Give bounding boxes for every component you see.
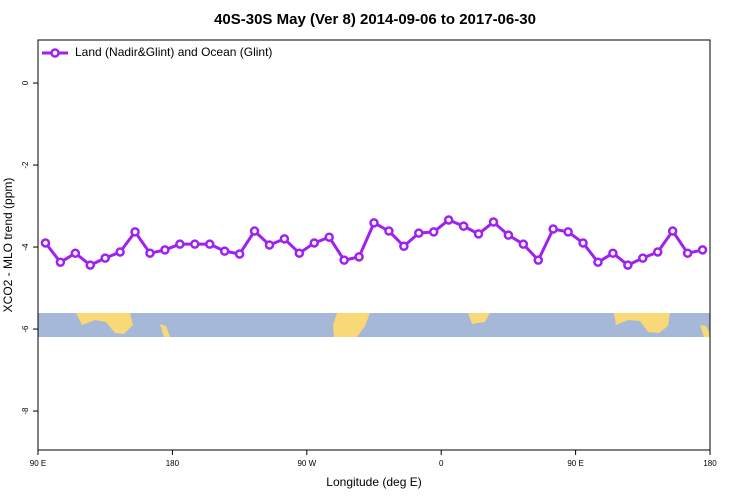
data-point — [414, 228, 424, 238]
y-axis-label: XCO2 - MLO trend (ppm) — [1, 178, 15, 313]
data-point — [324, 232, 334, 242]
y-tick-label: -4 — [21, 243, 30, 251]
y-tick-label: -8 — [21, 407, 30, 415]
x-tick-label: 0 — [439, 459, 444, 468]
land — [700, 325, 710, 337]
data-point — [548, 224, 558, 234]
x-axis-label: Longitude (deg E) — [326, 475, 421, 489]
land — [160, 324, 170, 337]
data-point — [204, 239, 215, 249]
data-point — [667, 226, 678, 236]
data-point — [384, 226, 394, 236]
data-point — [443, 215, 454, 225]
data-point — [399, 241, 409, 251]
x-tick-label: 90 W — [297, 459, 316, 468]
land — [614, 313, 670, 333]
land — [468, 313, 490, 324]
data-point — [458, 221, 469, 231]
data-point — [697, 245, 708, 255]
ocean — [38, 313, 710, 337]
data-point — [70, 248, 81, 258]
x-tick-label: 90 E — [30, 459, 46, 468]
data-point — [533, 255, 544, 265]
data-point — [100, 253, 110, 263]
data-point — [354, 252, 364, 262]
data-point — [638, 253, 648, 263]
y-tick-label: -2 — [21, 161, 30, 169]
data-point — [55, 257, 66, 267]
land — [76, 313, 133, 334]
data-point — [682, 248, 693, 258]
x-tick-label: 90 E — [567, 459, 583, 468]
data-point — [488, 217, 499, 227]
data-point — [219, 246, 230, 256]
data-point — [369, 218, 379, 228]
data-point — [279, 234, 290, 244]
data-point — [85, 260, 96, 270]
data-point — [130, 227, 140, 237]
data-point — [428, 227, 439, 237]
data-point — [190, 239, 200, 249]
legend-label: Land (Nadir&Glint) and Ocean (Glint) — [75, 45, 272, 59]
data-point — [40, 238, 51, 248]
x-tick-label: 180 — [166, 459, 180, 468]
data-point — [608, 248, 618, 258]
data-point — [623, 260, 633, 270]
data-point — [473, 229, 484, 239]
data-point — [593, 257, 603, 267]
data-point — [518, 239, 529, 249]
x-tick-label: 180 — [703, 459, 717, 468]
y-tick-label: -6 — [21, 325, 30, 333]
plot-frame — [37, 39, 711, 451]
data-point — [249, 226, 260, 236]
data-point — [145, 248, 155, 258]
data-point — [264, 240, 275, 250]
chart-title: 40S-30S May (Ver 8) 2014-09-06 to 2017-0… — [214, 11, 536, 28]
data-point — [234, 249, 245, 259]
data-point — [175, 239, 185, 249]
data-point — [563, 227, 573, 237]
data-point — [160, 245, 170, 255]
legend-marker — [50, 48, 60, 58]
data-point — [339, 255, 349, 265]
data-point — [652, 247, 663, 257]
data-point — [309, 238, 320, 248]
data-point — [578, 238, 588, 248]
data-point — [503, 230, 514, 240]
y-tick-label: 0 — [21, 80, 30, 85]
land — [333, 313, 370, 337]
map-strip — [38, 313, 710, 337]
data-point — [115, 247, 125, 257]
data-point — [294, 248, 305, 258]
